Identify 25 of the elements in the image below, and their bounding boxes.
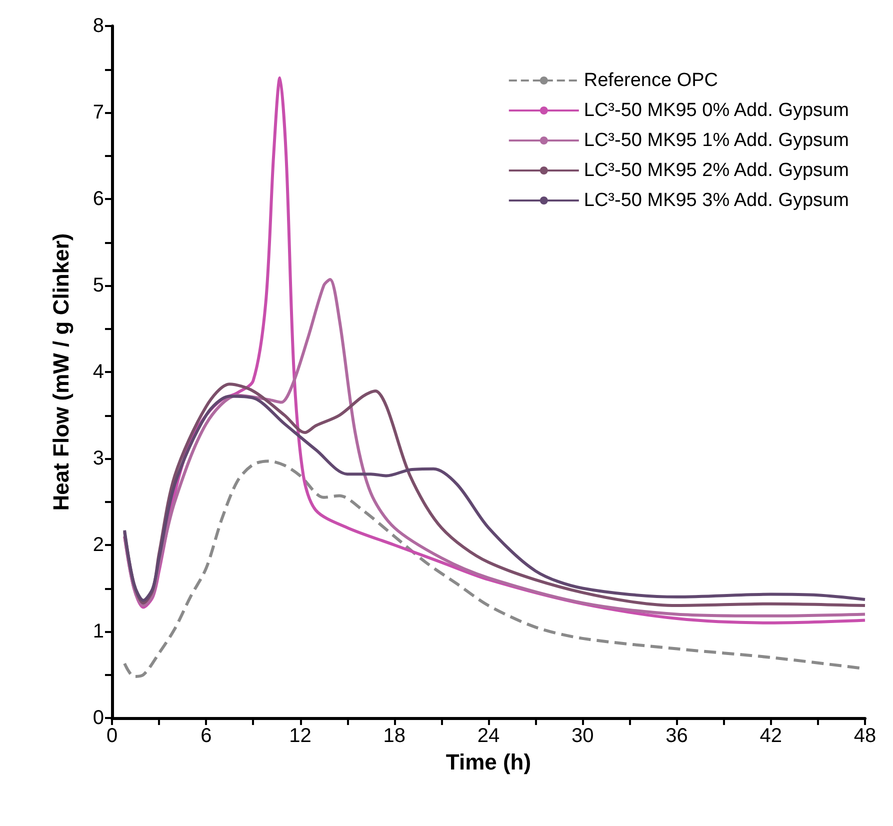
x-tick-label: 6 — [200, 725, 212, 747]
x-tick-label: 36 — [666, 725, 688, 747]
x-tick-label: 24 — [477, 725, 500, 747]
y-tick-label: 2 — [92, 534, 104, 556]
y-tick-label: 7 — [92, 102, 104, 124]
y-tick-label: 6 — [92, 188, 104, 210]
y-tick-label: 8 — [92, 15, 104, 37]
y-axis-title: Heat Flow (mW / g Clinker) — [48, 233, 74, 511]
y-tick-label: 4 — [92, 361, 104, 383]
x-tick-label: 30 — [572, 725, 594, 747]
legend-label: LC³-50 MK95 2% Add. Gypsum — [584, 160, 849, 181]
y-tick-label: 3 — [92, 448, 104, 470]
legend-label: LC³-50 MK95 0% Add. Gypsum — [584, 100, 849, 121]
x-tick-label: 42 — [760, 725, 782, 747]
x-axis-title: Time (h) — [446, 749, 532, 774]
legend-label: Reference OPC — [584, 70, 718, 91]
legend-label: LC³-50 MK95 1% Add. Gypsum — [584, 130, 849, 151]
y-tick-label: 0 — [92, 707, 104, 729]
x-tick-label: 48 — [854, 725, 876, 747]
y-tick-label: 5 — [92, 274, 104, 296]
x-tick-label: 12 — [289, 725, 312, 747]
x-tick-label: 18 — [383, 725, 406, 747]
x-tick-label: 0 — [106, 725, 118, 747]
y-tick-label: 1 — [92, 620, 104, 642]
legend-label: LC³-50 MK95 3% Add. Gypsum — [584, 190, 849, 211]
